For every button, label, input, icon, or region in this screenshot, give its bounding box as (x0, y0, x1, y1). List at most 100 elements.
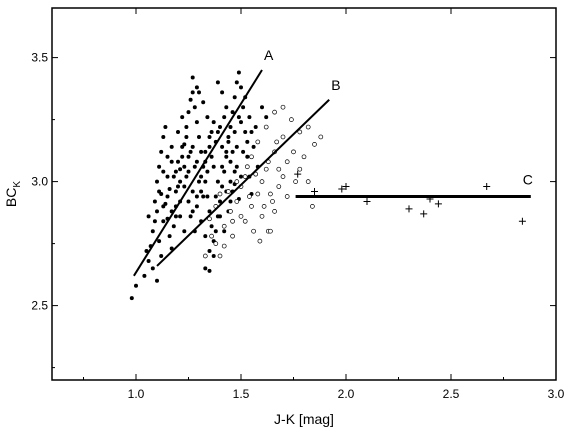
data-point-filled (173, 189, 178, 194)
data-point-open (255, 191, 261, 197)
data-point-filled (232, 130, 237, 134)
data-point-filled (180, 144, 185, 149)
data-point-open (244, 164, 250, 170)
data-point-filled (226, 139, 231, 144)
data-point-filled (234, 144, 239, 149)
data-point-plus (405, 205, 413, 213)
data-point-filled (129, 296, 134, 301)
data-point-open (249, 204, 254, 209)
data-point-filled (205, 194, 210, 199)
data-point-filled (224, 105, 229, 110)
data-point-filled (201, 194, 206, 199)
data-point-filled (228, 159, 233, 164)
data-point-filled (218, 214, 222, 219)
data-point-plus (483, 183, 491, 191)
data-point-filled (134, 283, 138, 288)
data-point-filled (232, 169, 237, 174)
data-point-filled (194, 204, 199, 209)
data-point-filled (209, 154, 214, 159)
data-point-filled (182, 184, 187, 189)
data-point-filled (173, 214, 178, 219)
data-point-filled (239, 120, 243, 125)
data-point-filled (173, 169, 178, 174)
fit-line-label-a: A (264, 47, 274, 63)
data-point-filled (199, 174, 204, 179)
data-point-open (207, 216, 212, 222)
data-point-filled (176, 159, 180, 164)
data-point-filled (190, 209, 195, 214)
axis-ticks: 1.0 1.5 2.0 2.5 3.0 2.5 3.0 3.5 (31, 8, 565, 401)
data-point-filled (203, 149, 208, 154)
data-point-open (318, 134, 324, 140)
data-point-filled (197, 179, 201, 184)
data-point-open (276, 166, 282, 172)
data-point-open (242, 218, 248, 224)
data-point-open (234, 199, 240, 204)
data-point-open (213, 241, 219, 246)
data-point-filled (142, 273, 147, 278)
data-point-open (226, 189, 231, 194)
data-point-filled (207, 144, 212, 149)
data-point-filled (161, 219, 166, 224)
data-point-filled (245, 154, 250, 159)
data-point-filled (211, 120, 216, 125)
data-point-filled (241, 149, 246, 154)
data-point-filled (209, 224, 214, 229)
data-point-filled (197, 134, 201, 139)
fit-line-a (133, 69, 263, 277)
data-point-filled (226, 134, 231, 139)
data-point-filled (190, 75, 195, 80)
data-point-filled (228, 179, 233, 184)
data-point-filled (211, 254, 216, 258)
data-point-filled (220, 144, 225, 149)
data-point-filled (236, 115, 241, 120)
data-point-filled (144, 249, 149, 254)
data-point-filled (188, 214, 193, 219)
data-point-open (310, 204, 315, 209)
data-point-filled (224, 149, 229, 154)
data-point-open (259, 179, 265, 184)
data-point-filled (207, 249, 212, 254)
data-point-open (284, 159, 290, 165)
data-point-open (312, 142, 317, 147)
data-point-filled (247, 115, 252, 120)
data-point-open (249, 154, 254, 160)
data-point-filled (150, 266, 155, 271)
data-point-open (293, 179, 298, 184)
data-point-filled (215, 130, 220, 134)
data-point-open (272, 109, 277, 115)
data-point-filled (194, 85, 199, 90)
data-point-open (276, 184, 282, 189)
data-point-filled (232, 95, 237, 100)
data-point-plus (294, 170, 302, 178)
data-point-filled (155, 209, 159, 214)
y-axis-title: BCK (3, 181, 23, 207)
data-point-open (259, 213, 265, 219)
data-point-filled (230, 149, 235, 154)
data-point-filled (207, 134, 212, 139)
data-point-filled (188, 149, 193, 154)
data-point-plus (311, 188, 318, 196)
data-point-filled (176, 130, 180, 134)
data-point-open (257, 238, 263, 244)
data-point-filled (146, 258, 151, 263)
data-point-filled (165, 194, 170, 199)
data-point-open (217, 253, 223, 259)
data-point-open (280, 134, 286, 140)
data-point-filled (184, 174, 189, 179)
data-point-open (238, 213, 244, 219)
data-point-filled (184, 125, 189, 130)
y-axis-title-sub: K (12, 181, 23, 188)
data-point-open (228, 209, 233, 214)
data-point-filled (199, 189, 204, 194)
data-point-open (234, 179, 240, 184)
data-point-filled (190, 144, 195, 149)
data-point-open (284, 194, 290, 199)
data-point-open (263, 124, 269, 130)
reference-lines: A B C (133, 47, 533, 277)
data-point-filled (199, 149, 204, 154)
data-point-filled (152, 219, 157, 224)
data-point-filled (220, 184, 225, 189)
data-point-filled (155, 179, 159, 184)
data-point-filled (215, 179, 220, 184)
